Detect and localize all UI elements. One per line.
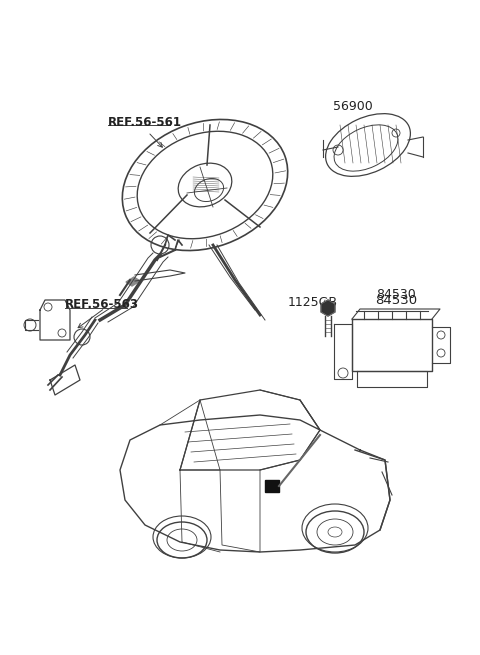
Text: 1125GB: 1125GB: [288, 297, 338, 310]
Text: 84530: 84530: [375, 295, 417, 307]
Text: REF.56-561: REF.56-561: [108, 115, 182, 128]
Text: 56900: 56900: [333, 100, 373, 113]
Polygon shape: [265, 480, 279, 492]
Polygon shape: [126, 277, 140, 286]
Text: REF.56-563: REF.56-563: [65, 299, 139, 312]
Polygon shape: [321, 300, 335, 316]
Text: 84530: 84530: [376, 288, 416, 301]
